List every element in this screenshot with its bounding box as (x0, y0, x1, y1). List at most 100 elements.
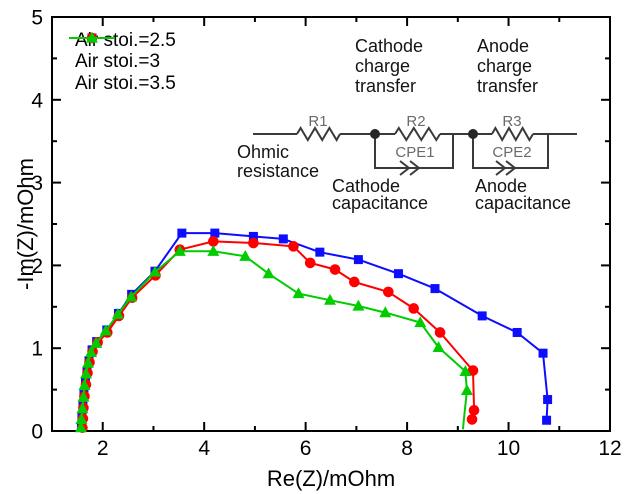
svg-text:capacitance: capacitance (475, 193, 571, 213)
square-marker (278, 234, 288, 244)
ohmic-resistance-label: Ohmic resistance (237, 142, 319, 181)
square-marker (477, 311, 487, 321)
x-tick-label: 8 (401, 437, 413, 460)
triangle-marker (207, 245, 220, 256)
triangle-marker (292, 287, 305, 299)
square-marker (210, 228, 220, 238)
y-tick-label: 3 (31, 172, 43, 195)
legend-item: Air stoi.=3 (69, 32, 176, 74)
triangle-marker (86, 31, 98, 43)
circle-marker (288, 241, 299, 252)
square-marker (353, 255, 363, 265)
resistor-r3-icon (491, 125, 534, 143)
data-series (74, 228, 553, 433)
x-tick-label: 10 (497, 437, 520, 460)
triangle-marker (323, 293, 336, 305)
circle-marker (468, 405, 480, 416)
y-tick-label: 0 (31, 421, 43, 444)
circle-marker (408, 303, 419, 314)
triangle-marker (75, 413, 88, 425)
triangle-marker (432, 341, 445, 352)
legend-label: Air stoi.=2.5 (75, 29, 176, 51)
cpe1-icon (399, 160, 421, 176)
r3-label: R3 (502, 113, 521, 130)
legend-item: Air stoi.=3.5 (69, 31, 176, 95)
svg-text:capacitance: capacitance (332, 193, 428, 213)
legend-label: Air stoi.=3.5 (75, 72, 176, 94)
triangle-marker (79, 367, 92, 379)
triangle-marker (125, 290, 138, 302)
svg-text:transfer: transfer (355, 76, 416, 96)
circle-marker (466, 414, 478, 425)
x-axis-title: Re(Z)/mOhm (267, 466, 395, 491)
cpe1-branch (374, 134, 454, 169)
svg-text:Cathode: Cathode (332, 176, 400, 196)
y-tick-label: 2 (31, 255, 43, 278)
r2-label: R2 (406, 113, 425, 130)
triangle-marker (76, 402, 89, 414)
cpe2-branch (472, 134, 549, 169)
cathode-charge-transfer-label: Cathode charge transfer (355, 36, 423, 96)
square-marker (512, 327, 522, 337)
square-marker (393, 269, 403, 279)
triangle-marker (99, 324, 112, 336)
series-markers-2 (74, 245, 473, 433)
square-marker (248, 231, 258, 241)
square-marker (315, 247, 325, 257)
y-axis-title: -Im(Z)/mOhm (13, 158, 38, 290)
circle-marker (208, 236, 219, 247)
anode-charge-transfer-label: Anode charge transfer (477, 36, 538, 96)
circle-marker (467, 365, 479, 376)
triangle-marker (460, 384, 473, 396)
resistor-r2-icon (394, 126, 441, 142)
series-markers-1 (77, 236, 480, 433)
triangle-marker (239, 249, 252, 261)
svg-text:charge: charge (477, 56, 532, 76)
node-dot-2 (468, 129, 478, 139)
svg-text:resistance: resistance (237, 161, 319, 181)
square-marker (430, 284, 440, 294)
circle-marker (434, 327, 446, 338)
r1-label: R1 (308, 113, 327, 130)
triangle-marker (74, 421, 87, 433)
triangle-marker (459, 365, 472, 376)
triangle-marker (90, 336, 103, 348)
svg-text:Cathode: Cathode (355, 36, 423, 56)
triangle-marker (352, 299, 365, 311)
svg-text:charge: charge (355, 56, 410, 76)
series-markers-0 (76, 228, 553, 432)
legend-label: Air stoi.=3 (75, 51, 161, 73)
cpe2-icon (495, 160, 517, 176)
square-marker (177, 228, 187, 238)
triangle-marker (85, 346, 98, 357)
y-tick-label: 5 (31, 7, 43, 30)
y-tick-label: 4 (31, 89, 43, 112)
x-tick-label: 2 (97, 437, 109, 460)
equivalent-circuit-diagram: R1 R2 R3 CPE1 CPE2 Cathode charge transf… (237, 36, 577, 213)
triangle-marker (262, 267, 275, 279)
svg-text:transfer: transfer (477, 76, 538, 96)
legend: Air stoi.=2.5 Air stoi.=3 Air stoi.=3.5 (69, 30, 176, 95)
triangle-marker (173, 245, 186, 256)
circle-marker (304, 257, 316, 269)
circle-marker (248, 237, 259, 249)
cpe2-label: CPE2 (492, 144, 531, 161)
cathode-capacitance-label: Cathode capacitance (332, 176, 428, 213)
circle-marker (383, 286, 394, 298)
x-tick-label: 6 (300, 437, 312, 460)
square-marker (542, 415, 552, 425)
square-marker (543, 395, 553, 405)
cpe1-label: CPE1 (395, 144, 434, 161)
triangle-marker (148, 265, 161, 277)
circle-marker (329, 264, 341, 275)
node-dot-1 (370, 129, 380, 139)
square-marker (538, 348, 548, 358)
x-tick-label: 12 (598, 437, 621, 460)
series-line-1 (81, 240, 476, 428)
triangle-marker (78, 379, 91, 391)
resistor-r1-icon (296, 126, 341, 142)
y-tick-label: 1 (31, 338, 43, 361)
